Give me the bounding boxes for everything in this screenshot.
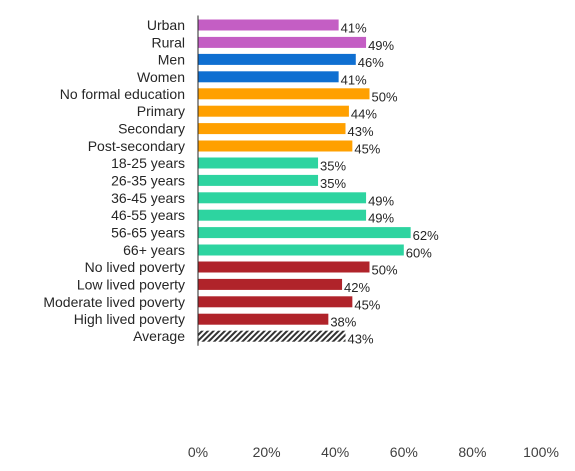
bar-66-years	[198, 244, 404, 256]
category-label-46-55-years: 46-55 years	[111, 207, 185, 223]
x-tick-label: 0%	[188, 444, 208, 460]
category-label-men: Men	[158, 51, 185, 67]
bar-moderate-lived-poverty	[198, 296, 353, 308]
value-label-36-45-years: 49%	[368, 193, 394, 208]
bar-urban	[198, 19, 339, 31]
value-label-rural: 49%	[368, 38, 394, 53]
bar-men	[198, 53, 356, 65]
bar-26-35-years	[198, 174, 319, 186]
bar-rural	[198, 36, 367, 48]
category-label-post-secondary: Post-secondary	[88, 138, 185, 154]
value-label-high-lived-poverty: 38%	[330, 315, 356, 330]
category-label-primary: Primary	[137, 103, 185, 119]
value-label-moderate-lived-poverty: 45%	[354, 297, 380, 312]
x-tick-label: 20%	[253, 444, 281, 460]
value-label-primary: 44%	[351, 107, 377, 122]
x-tick-label: 60%	[390, 444, 418, 460]
category-label-low-lived-poverty: Low lived poverty	[77, 276, 185, 292]
value-label-urban: 41%	[341, 21, 367, 36]
bar-no-lived-poverty	[198, 261, 370, 273]
category-label-36-45-years: 36-45 years	[111, 190, 185, 206]
value-label-secondary: 43%	[347, 124, 373, 139]
bar-average	[198, 330, 346, 342]
category-label-no-formal-education: No formal education	[60, 86, 185, 102]
category-label-women: Women	[137, 69, 185, 85]
bar-46-55-years	[198, 209, 367, 221]
value-label-average: 43%	[347, 332, 373, 347]
bar-36-45-years	[198, 192, 367, 204]
value-label-low-lived-poverty: 42%	[344, 280, 370, 295]
value-label-post-secondary: 45%	[354, 142, 380, 157]
value-label-men: 46%	[358, 55, 384, 70]
category-label-urban: Urban	[147, 17, 185, 33]
category-label-66-years: 66+ years	[123, 242, 185, 258]
value-label-no-lived-poverty: 50%	[372, 263, 398, 278]
bar-post-secondary	[198, 140, 353, 152]
bar-56-65-years	[198, 227, 411, 239]
x-tick-label: 100%	[523, 444, 559, 460]
value-label-56-65-years: 62%	[413, 228, 439, 243]
value-label-46-55-years: 49%	[368, 211, 394, 226]
bar-women	[198, 71, 339, 83]
category-label-26-35-years: 26-35 years	[111, 172, 185, 188]
x-tick-label: 80%	[458, 444, 486, 460]
bars-layer: Urban 41% Rural 49% Men 46% Women 41% No formal …	[43, 17, 439, 347]
value-label-66-years: 60%	[406, 246, 432, 261]
bar-primary	[198, 105, 349, 117]
bar-low-lived-poverty	[198, 278, 343, 290]
value-label-women: 41%	[341, 72, 367, 87]
category-label-average: Average	[133, 328, 185, 344]
value-label-no-formal-education: 50%	[372, 89, 398, 104]
bar-18-25-years	[198, 157, 319, 169]
category-label-secondary: Secondary	[118, 121, 185, 137]
value-label-26-35-years: 35%	[320, 176, 346, 191]
category-label-rural: Rural	[152, 34, 185, 50]
value-label-18-25-years: 35%	[320, 159, 346, 174]
category-label-moderate-lived-poverty: Moderate lived poverty	[43, 294, 185, 310]
category-label-high-lived-poverty: High lived poverty	[74, 311, 185, 327]
bar-high-lived-poverty	[198, 313, 329, 325]
x-tick-label: 40%	[321, 444, 349, 460]
category-label-18-25-years: 18-25 years	[111, 155, 185, 171]
bar-no-formal-education	[198, 88, 370, 100]
category-label-56-65-years: 56-65 years	[111, 225, 185, 241]
category-label-no-lived-poverty: No lived poverty	[85, 259, 185, 275]
bar-secondary	[198, 123, 346, 135]
x-axis-ticks: 0% 20% 40% 60% 80% 100%	[188, 444, 559, 460]
